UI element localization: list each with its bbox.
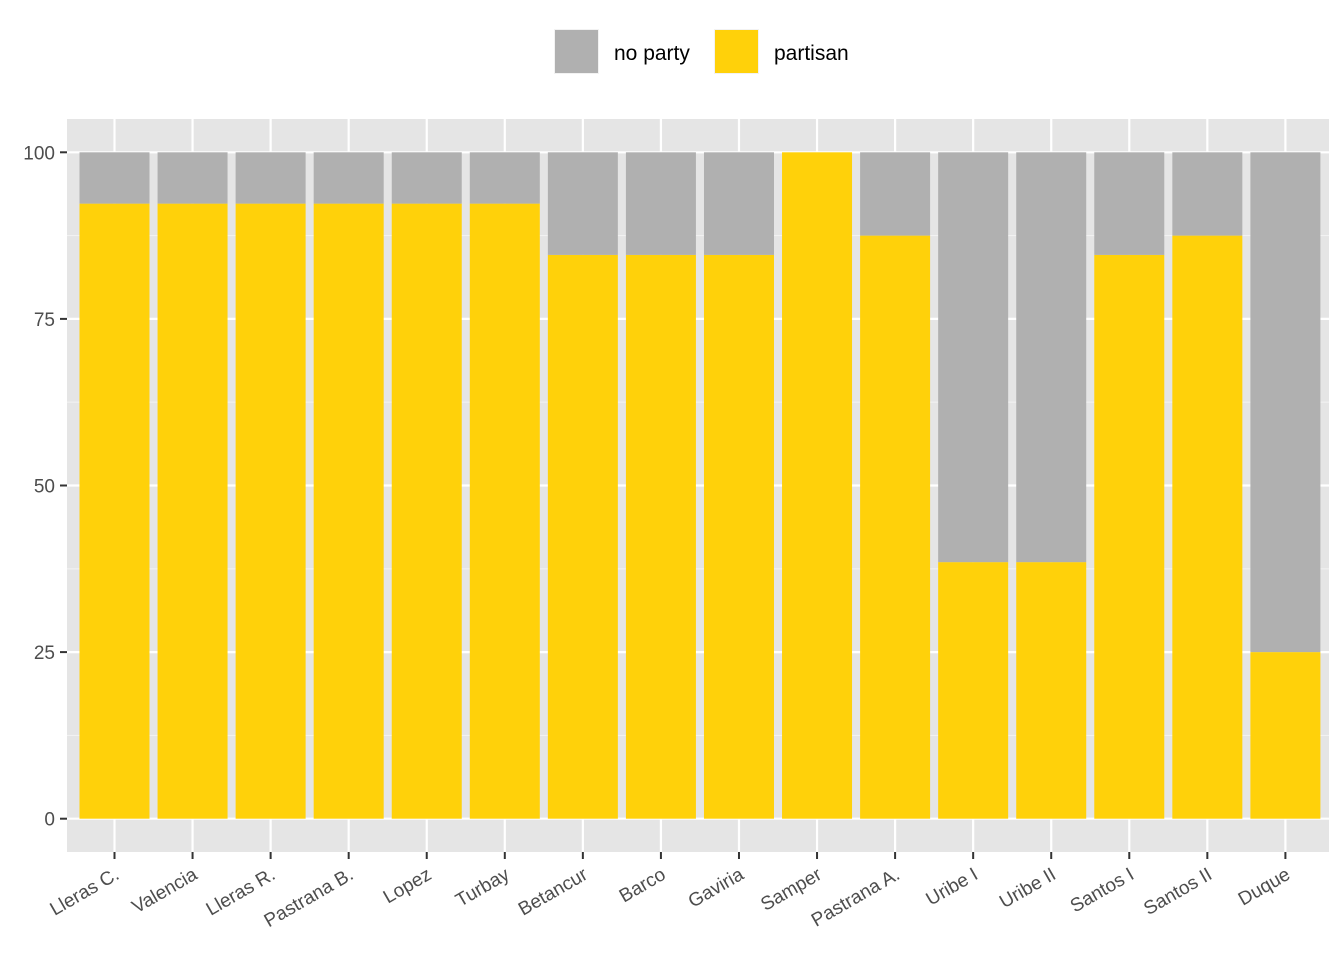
x-tick-label-lopez: Lopez [380, 864, 435, 908]
bar-pastrana-a-partisan [860, 235, 931, 819]
x-tick-label-barco: Barco [616, 864, 669, 907]
legend: no party partisan [554, 29, 849, 74]
x-tick-label-turbay: Turbay [452, 864, 514, 912]
bar-uribe-i-partisan [938, 562, 1009, 819]
bar-duque-partisan [1250, 652, 1321, 819]
legend-label-no-party: no party [614, 42, 690, 65]
bar-lleras-r-partisan [235, 203, 306, 819]
bar-betancur-no-party [547, 152, 618, 255]
bar-barco-partisan [625, 254, 696, 819]
bar-betancur-partisan [547, 254, 618, 819]
bar-pastrana-b-no-party [313, 152, 384, 204]
bar-santos-i-no-party [1094, 152, 1165, 255]
bar-santos-i-partisan [1094, 254, 1165, 819]
bar-valencia-partisan [157, 203, 228, 819]
bar-santos-ii-partisan [1172, 235, 1243, 819]
bar-lleras-c-no-party [79, 152, 150, 204]
bar-uribe-ii-partisan [1016, 562, 1087, 819]
bar-lopez-no-party [391, 152, 462, 204]
y-axis: 0 25 50 75 100 [23, 143, 67, 831]
y-tick-label: 50 [34, 477, 55, 498]
bar-barco-no-party [625, 152, 696, 255]
y-tick-label: 75 [34, 310, 55, 331]
x-tick-label-santos-ii: Santos II [1140, 864, 1215, 920]
x-tick-label-pastrana-b: Pastrana B. [261, 864, 357, 932]
bar-gaviria-partisan [703, 254, 774, 819]
x-tick-label-lleras-c: Lleras C. [47, 864, 123, 920]
bar-turbay-partisan [469, 203, 540, 819]
bar-pastrana-a-no-party [860, 152, 931, 236]
x-tick-label-gaviria: Gaviria [685, 864, 748, 912]
bar-turbay-no-party [469, 152, 540, 204]
bar-lleras-c-partisan [79, 203, 150, 819]
x-tick-label-duque: Duque [1235, 864, 1294, 910]
x-axis: Lleras C. Valencia Lleras R.Pastrana B. Lop… [47, 852, 1294, 932]
bar-samper-partisan [782, 152, 853, 819]
x-tick-label-betancur: Betancur [515, 864, 592, 921]
bars [79, 152, 1321, 819]
x-tick-label-pastrana-a: Pastrana A. [808, 864, 904, 931]
y-tick-label: 25 [34, 643, 55, 664]
bar-lleras-r-no-party [235, 152, 306, 204]
legend-label-partisan: partisan [774, 42, 849, 65]
y-tick-label: 0 [44, 810, 55, 831]
bar-pastrana-b-partisan [313, 203, 384, 819]
x-tick-label-santos-i: Santos I [1067, 864, 1138, 917]
legend-key-partisan [715, 30, 758, 73]
x-tick-label-valencia: Valencia [129, 864, 202, 918]
bar-duque-no-party [1250, 152, 1321, 653]
bar-valencia-no-party [157, 152, 228, 204]
x-tick-label-uribe-ii: Uribe II [996, 864, 1060, 913]
bar-lopez-partisan [391, 203, 462, 819]
bar-uribe-i-no-party [938, 152, 1009, 563]
bar-uribe-ii-no-party [1016, 152, 1087, 563]
y-tick-label: 100 [23, 143, 55, 164]
legend-key-no-party [555, 30, 598, 73]
bar-gaviria-no-party [703, 152, 774, 255]
bar-santos-ii-no-party [1172, 152, 1243, 236]
x-tick-label-uribe-i: Uribe I [923, 864, 982, 910]
